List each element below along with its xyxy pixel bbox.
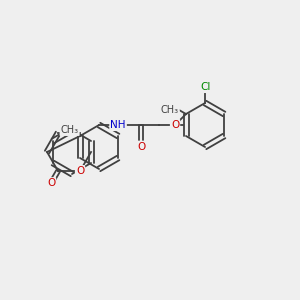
Text: NH: NH (110, 120, 126, 130)
Text: CH₃: CH₃ (161, 106, 179, 116)
Text: Cl: Cl (201, 82, 211, 92)
Text: O: O (171, 120, 179, 130)
Text: CH₃: CH₃ (61, 125, 79, 135)
Text: O: O (137, 142, 145, 152)
Text: O: O (47, 178, 55, 188)
Text: O: O (76, 166, 84, 176)
